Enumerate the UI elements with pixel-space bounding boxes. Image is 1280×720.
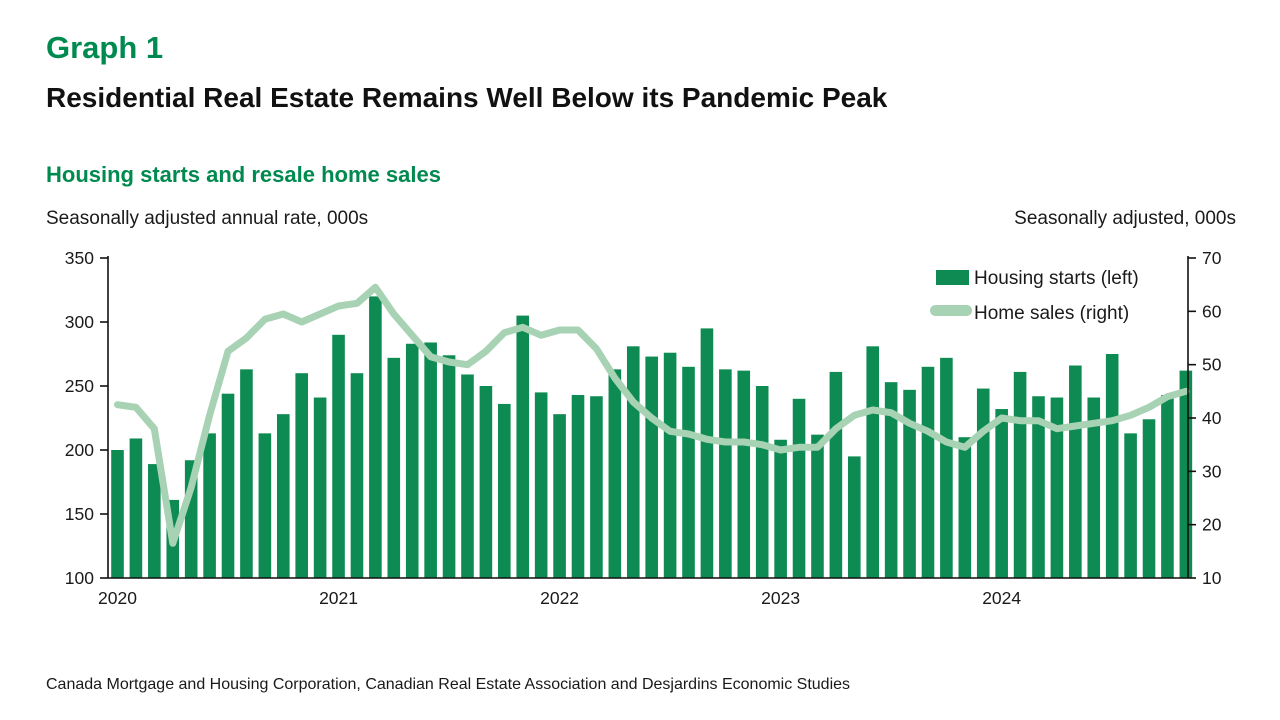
x-axis-year-label: 2024 [982,588,1021,608]
x-axis-year-label: 2022 [540,588,579,608]
x-axis-year-label: 2020 [98,588,137,608]
housing-starts-bar [276,414,290,578]
housing-starts-bar [590,396,603,578]
housing-starts-bar [1105,354,1119,578]
housing-starts-bar [498,403,511,578]
legend-housing-starts-label: Housing starts (left) [974,268,1139,289]
housing-starts-bar [1069,365,1082,578]
housing-starts-bar [866,346,880,578]
housing-starts-bar [313,397,327,578]
housing-starts-bar [700,328,714,578]
housing-starts-bar [940,357,953,578]
legend-line-swatch [930,305,972,316]
housing-starts-bar [645,356,658,578]
graph-label: Graph 1 [46,30,164,65]
housing-starts-bar [663,352,677,578]
housing-starts-bar [203,433,216,578]
housing-starts-bar [258,433,272,578]
right-axis-tick-label: 20 [1202,515,1222,535]
left-axis-tick-label: 350 [65,248,94,268]
housing-starts-bar [350,373,364,578]
housing-starts-bar [608,369,622,578]
right-axis-tick-label: 30 [1202,461,1222,481]
housing-starts-bar [571,394,585,578]
chart-subtitle: Housing starts and resale home sales [46,162,441,187]
left-axis-tick-label: 100 [65,568,94,588]
housing-starts-bar [1087,397,1101,578]
housing-starts-bar [111,450,124,578]
housing-starts-bar [792,398,806,578]
left-axis-note: Seasonally adjusted annual rate, 000s [46,208,369,229]
legend-home-sales-label: Home sales (right) [974,303,1129,324]
housing-starts-bar [774,439,787,578]
housing-starts-bar [129,438,143,578]
x-axis-year-label: 2023 [761,588,800,608]
housing-starts-bar [479,386,493,578]
right-axis-tick-label: 10 [1202,568,1222,588]
housing-starts-bar [829,371,843,578]
page-title: Residential Real Estate Remains Well Bel… [46,82,888,113]
housing-starts-bar [921,366,935,578]
home-sales-line [114,283,1190,547]
housing-starts-bar [240,369,253,578]
housing-starts-bar [884,382,898,578]
housing-starts-bar [1032,396,1045,578]
housing-starts-bar [903,389,916,578]
housing-starts-bar [976,388,990,578]
right-axis-tick-label: 40 [1202,408,1222,428]
housing-starts-bar [848,456,861,578]
housing-starts-bar [424,342,437,578]
housing-starts-bar [461,374,474,578]
housing-starts-bar [332,334,345,578]
housing-starts-bar [405,343,419,578]
housing-starts-bar [1142,419,1156,578]
housing-starts-bar [148,464,161,578]
right-axis-tick-label: 60 [1202,301,1222,321]
housing-starts-bar [958,437,972,578]
housing-starts-bar [626,346,640,578]
housing-starts-bar [719,369,732,578]
left-axis-tick-label: 150 [65,504,94,524]
left-axis-tick-label: 200 [65,440,94,460]
source-note: Canada Mortgage and Housing Corporation,… [46,676,851,693]
housing-starts-bar [682,366,695,578]
x-axis-year-label: 2021 [319,588,358,608]
right-axis-tick-label: 70 [1202,248,1222,268]
legend-bar-swatch [936,270,969,285]
housing-starts-bar [387,357,401,578]
housing-starts-bar [221,393,235,578]
left-axis-tick-label: 300 [65,312,94,332]
housing-starts-bar [516,315,530,578]
housing-starts-bar [755,386,769,578]
housing-starts-bar [1161,394,1174,578]
housing-starts-bar [995,409,1008,578]
housing-starts-bar [1179,370,1193,578]
housing-starts-bar [442,355,456,578]
housing-starts-bar [737,370,751,578]
housing-starts-bar [811,434,824,578]
combo-chart: 350 300 250 200 150 100 70 60 50 40 30 20 10 2020 2021… [65,248,1222,608]
right-axis-note: Seasonally adjusted, 000s [1014,208,1236,229]
housing-starts-bar [553,414,566,578]
housing-starts-bar [1124,433,1137,578]
right-axis-tick-label: 50 [1202,355,1222,375]
housing-starts-bar [1050,397,1064,578]
housing-starts-bar [369,296,382,578]
housing-starts-bar [534,392,548,578]
left-axis-tick-label: 250 [65,376,94,396]
housing-starts-bar [1013,371,1027,578]
housing-starts-bar [295,373,308,578]
